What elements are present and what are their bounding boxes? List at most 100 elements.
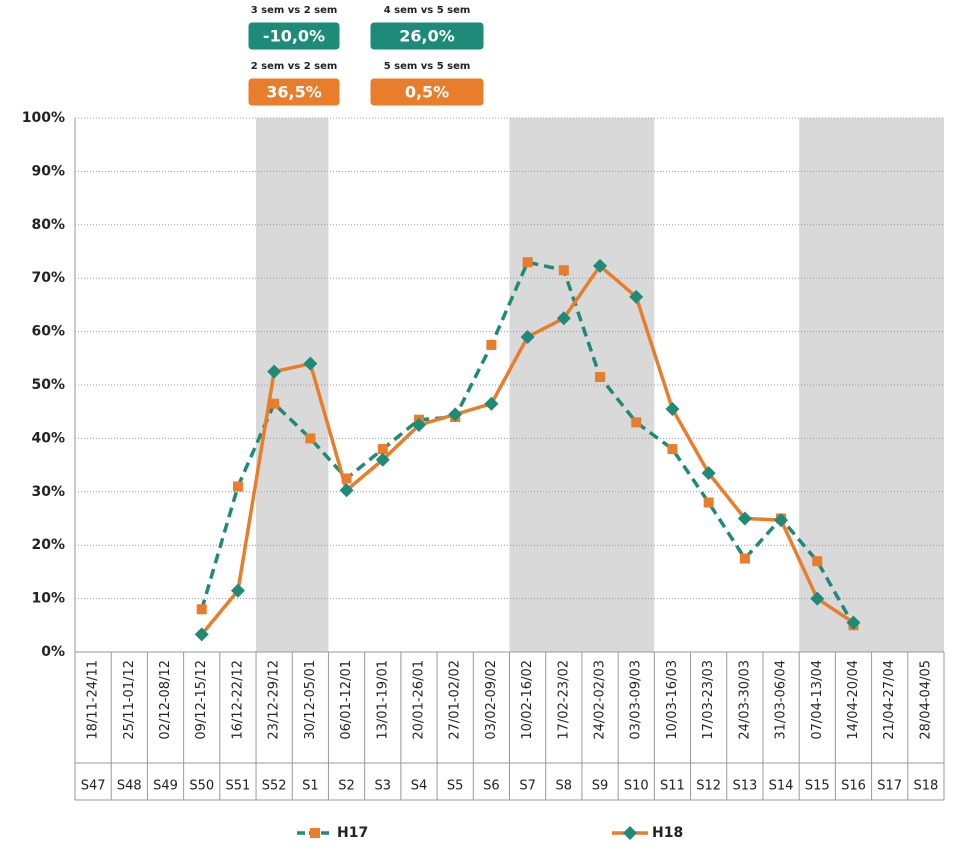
marker (411, 418, 426, 433)
x-tick-label: 09/12-15/12 (194, 660, 209, 740)
annotation-box (369, 77, 485, 107)
marker (846, 615, 861, 630)
week-label: S7 (519, 779, 536, 794)
x-tick-label: 24/02-02/03 (593, 660, 608, 740)
week-label: S13 (732, 779, 757, 794)
week-label: S2 (338, 779, 355, 794)
x-tick-label: 17/03-23/03 (701, 660, 716, 740)
marker (739, 553, 750, 564)
week-label: S16 (841, 779, 866, 794)
x-tick-label: 03/02-09/02 (484, 660, 499, 740)
x-tick-label: 21/04-27/04 (882, 660, 897, 740)
marker (665, 402, 680, 417)
week-label: S52 (262, 779, 287, 794)
marker (305, 433, 316, 444)
x-tick-label: 28/04-04/05 (918, 660, 933, 740)
x-tick-label: 06/01-12/01 (339, 660, 354, 740)
annotation-title: 5 sem vs 5 sem (384, 61, 471, 72)
marker (486, 339, 497, 350)
x-tick-label: 23/12-29/12 (267, 660, 282, 740)
week-label: S6 (483, 779, 500, 794)
week-label: S12 (696, 779, 721, 794)
marker (520, 329, 535, 344)
marker (812, 556, 823, 567)
y-tick-label: 30% (31, 484, 65, 500)
marker (629, 289, 644, 304)
y-tick-label: 10% (31, 591, 65, 607)
marker (484, 396, 499, 411)
annotation-value: 26,0% (399, 27, 455, 46)
x-tick-label: 13/01-19/01 (375, 660, 390, 740)
x-tick-label: 17/02-23/02 (556, 660, 571, 740)
x-tick-label: 14/04-20/04 (846, 660, 861, 740)
marker (631, 417, 642, 428)
marker (701, 466, 716, 481)
week-label: S4 (411, 779, 428, 794)
annotation-value: -10,0% (263, 27, 325, 46)
y-tick-label: 60% (31, 324, 65, 340)
week-label: S47 (81, 779, 106, 794)
marker (339, 483, 354, 498)
week-label: S18 (913, 779, 938, 794)
marker (522, 257, 533, 268)
week-label: S1 (302, 779, 319, 794)
y-tick-label: 50% (31, 377, 65, 393)
marker (303, 356, 318, 371)
marker (810, 591, 825, 606)
week-label: S17 (877, 779, 902, 794)
week-label: S5 (447, 779, 464, 794)
marker (737, 511, 752, 526)
x-tick-label: 10/03-16/03 (665, 660, 680, 740)
x-tick-label: 16/12-22/12 (230, 660, 245, 740)
marker (194, 627, 209, 642)
legend-marker (623, 826, 637, 840)
week-label: S15 (805, 779, 830, 794)
x-tick-label: 20/01-26/01 (411, 660, 426, 740)
y-tick-label: 70% (31, 270, 65, 286)
marker (558, 265, 569, 276)
week-label: S10 (624, 779, 649, 794)
week-label: S48 (117, 779, 142, 794)
x-tick-label: 02/12-08/12 (158, 660, 173, 740)
y-tick-label: 0% (41, 644, 65, 660)
week-label: S9 (592, 779, 609, 794)
annotation-value: 0,5% (405, 83, 449, 102)
marker (377, 444, 388, 455)
x-tick-label: 18/11-24/11 (86, 660, 101, 740)
week-label: S49 (153, 779, 178, 794)
x-tick-label: 27/01-02/02 (448, 660, 463, 740)
annotation-box (247, 21, 341, 51)
annotation-value: 36,5% (266, 83, 322, 102)
marker (593, 258, 608, 273)
x-tick-label: 25/11-01/12 (122, 660, 137, 740)
annotation-title: 2 sem vs 2 sem (251, 61, 338, 72)
marker (448, 407, 463, 422)
x-tick-label: 30/12-05/01 (303, 660, 318, 740)
legend-label: H17 (337, 825, 368, 841)
x-tick-label: 24/03-30/03 (737, 660, 752, 740)
week-label: S50 (189, 779, 214, 794)
highlight-band (799, 118, 944, 652)
x-tick-label: 31/03-06/04 (774, 660, 789, 740)
marker (267, 364, 282, 379)
week-label: S11 (660, 779, 685, 794)
legend-marker (310, 828, 320, 838)
legend-label: H18 (652, 825, 683, 841)
marker (196, 604, 207, 615)
week-label: S51 (226, 779, 251, 794)
week-label: S3 (375, 779, 392, 794)
marker (667, 444, 678, 455)
marker (230, 583, 245, 598)
week-label: S8 (556, 779, 573, 794)
annotation-box (247, 77, 341, 107)
marker (556, 311, 571, 326)
marker (269, 398, 280, 409)
marker (595, 371, 606, 382)
x-tick-label: 10/02-16/02 (520, 660, 535, 740)
marker (774, 513, 789, 528)
y-tick-label: 80% (31, 217, 65, 233)
week-label: S14 (769, 779, 794, 794)
x-tick-label: 07/04-13/04 (810, 660, 825, 740)
annotation-title: 3 sem vs 2 sem (251, 5, 338, 16)
